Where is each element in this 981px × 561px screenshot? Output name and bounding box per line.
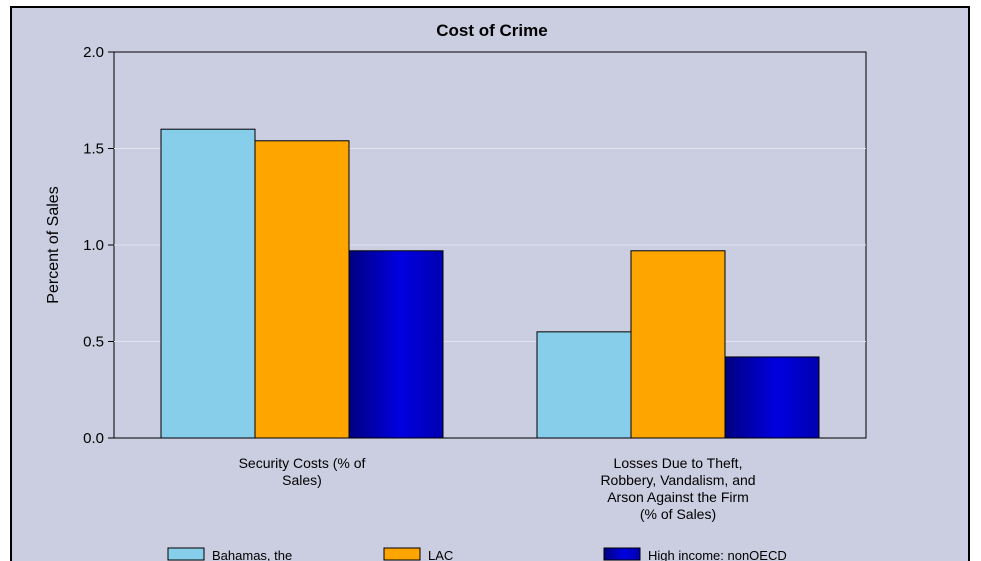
y-tick-label: 0.5 (83, 334, 104, 351)
legend-label: Bahamas, the (212, 548, 292, 561)
chart-frame: Cost of Crime 0.0 0.5 1.0 1.5 2.0 Security C… (10, 6, 970, 561)
y-axis-label: Percent of Sales (45, 186, 62, 303)
y-ticks: 0.0 0.5 1.0 1.5 2.0 (83, 44, 114, 447)
legend-swatch (603, 547, 641, 561)
legend-swatch (167, 547, 205, 561)
y-tick-label: 2.0 (83, 44, 104, 61)
x-category-label: Sales) (282, 472, 322, 488)
bar-lac-cat-0 (254, 140, 350, 439)
bar-bahamas-the-cat-0 (160, 128, 256, 439)
legend-label: High income: nonOECD (648, 548, 787, 561)
legend: Bahamas, the LAC High income: nonOECD (167, 547, 787, 561)
y-tick-label: 0.0 (83, 430, 104, 447)
bars-group (160, 128, 820, 439)
legend-label: LAC (428, 548, 453, 561)
bar-high-income-nonoecd-cat-0 (348, 250, 444, 439)
bar-high-income-nonoecd-cat-1 (724, 356, 820, 439)
x-category-label: Losses Due to Theft, (614, 455, 743, 471)
y-tick-label: 1.0 (83, 237, 104, 254)
chart-svg: Cost of Crime 0.0 0.5 1.0 1.5 2.0 Security C… (45, 21, 867, 561)
bar-bahamas-the-cat-1 (536, 331, 632, 439)
chart-title: Cost of Crime (436, 21, 547, 40)
y-tick-label: 1.5 (83, 141, 104, 158)
bar-lac-cat-1 (630, 250, 726, 439)
x-category-label: Robbery, Vandalism, and (600, 472, 755, 488)
x-category-label: Security Costs (% of (239, 455, 366, 471)
legend-swatch (383, 547, 421, 561)
x-category-label: (% of Sales) (640, 506, 716, 522)
x-category-label: Arson Against the Firm (607, 489, 749, 505)
